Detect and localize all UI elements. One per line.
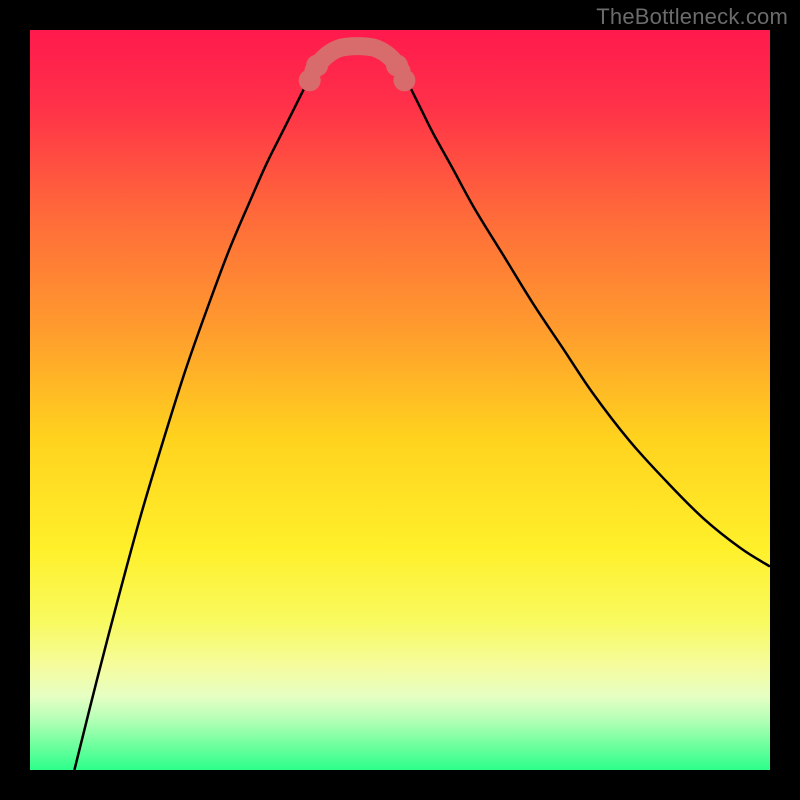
plot-area [30, 30, 770, 770]
watermark-text: TheBottleneck.com [596, 4, 788, 30]
chart-container: TheBottleneck.com [0, 0, 800, 800]
endpoint-dot [306, 55, 328, 77]
bottleneck-chart-svg [30, 30, 770, 770]
endpoint-dot [393, 69, 415, 91]
gradient-background [30, 30, 770, 770]
